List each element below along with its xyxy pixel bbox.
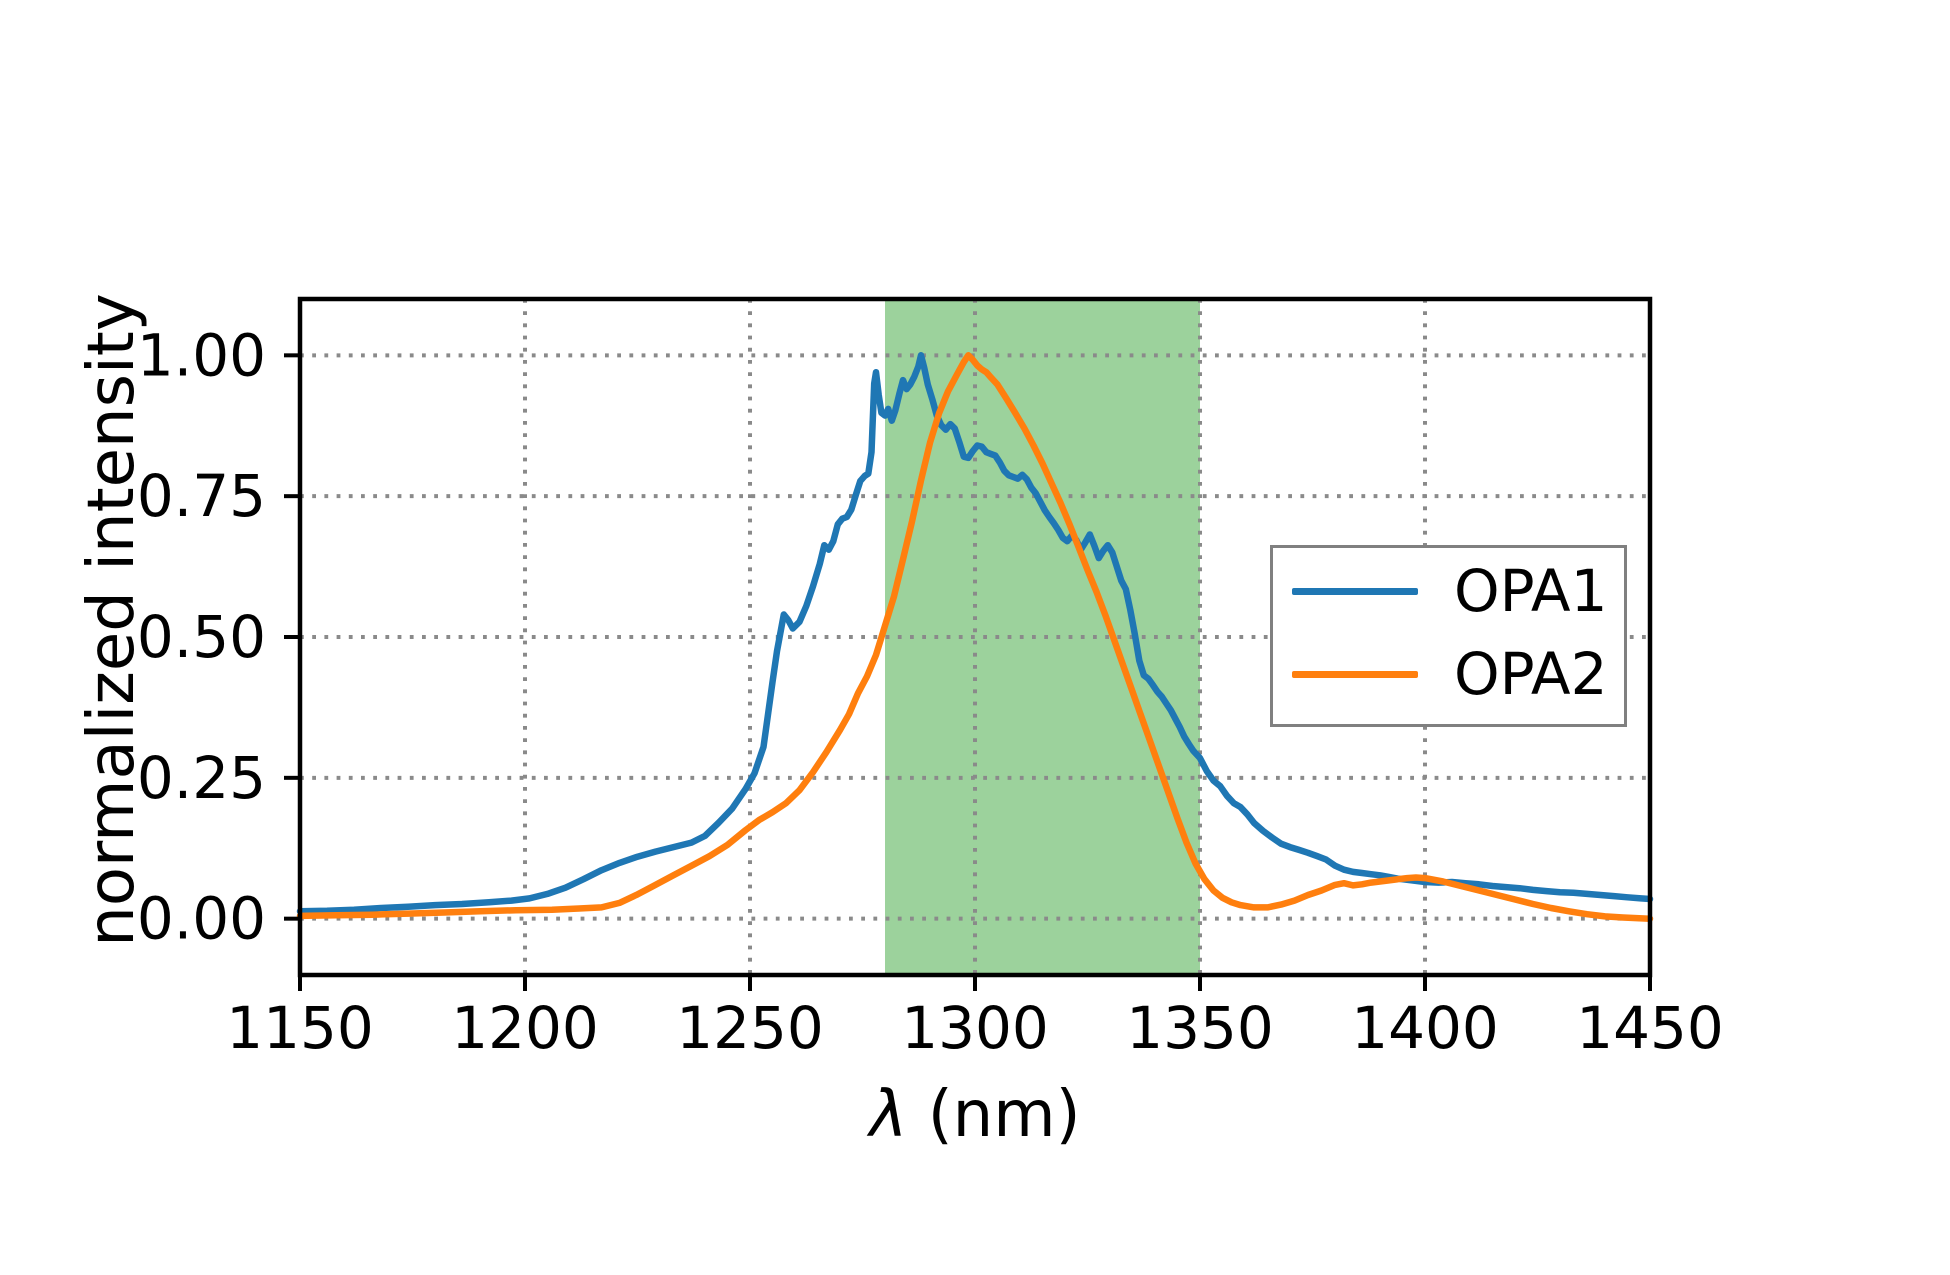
- legend-box: OPA1 OPA2: [1270, 545, 1627, 727]
- legend-entry-opa2: OPA2: [1273, 639, 1624, 709]
- opa1-curve: [296, 352, 1654, 915]
- y-tick-label-1.00: 1.00: [137, 321, 266, 389]
- x-tick-label-1450: 1450: [1576, 994, 1724, 1062]
- x-tick-label-1350: 1350: [1126, 994, 1274, 1062]
- y-tick-label-0.75: 0.75: [137, 462, 266, 530]
- legend-label-opa1: OPA1: [1454, 557, 1608, 625]
- x-tick-label-1150: 1150: [226, 994, 374, 1062]
- legend-label-opa2: OPA2: [1454, 640, 1608, 708]
- y-tick-label-0.00: 0.00: [137, 885, 266, 953]
- opa2-curve: [296, 352, 1654, 922]
- legend-entry-opa1: OPA1: [1273, 556, 1624, 626]
- x-axis-label: λ (nm): [869, 1078, 1080, 1152]
- lambda-symbol: λ: [869, 1078, 908, 1152]
- x-tick-label-1250: 1250: [676, 994, 824, 1062]
- tick-marks: [284, 353, 1652, 991]
- y-tick-labels: 0.00 0.25 0.50 0.75 1.00: [137, 321, 266, 952]
- x-tick-label-1200: 1200: [451, 994, 599, 1062]
- x-tick-label-1300: 1300: [901, 994, 1049, 1062]
- opa2-line-sample: [1292, 670, 1418, 678]
- x-axis-unit: (nm): [907, 1078, 1081, 1152]
- y-tick-label-0.50: 0.50: [137, 603, 266, 671]
- y-tick-label-0.25: 0.25: [137, 744, 266, 812]
- y-axis-label: normalized intensity: [75, 293, 149, 947]
- x-tick-label-1400: 1400: [1351, 994, 1499, 1062]
- opa1-line-sample: [1292, 587, 1418, 595]
- plot-border: [297, 296, 1653, 978]
- x-tick-labels: 1150 1200 1250 1300 1350 1400 1450: [226, 994, 1724, 1062]
